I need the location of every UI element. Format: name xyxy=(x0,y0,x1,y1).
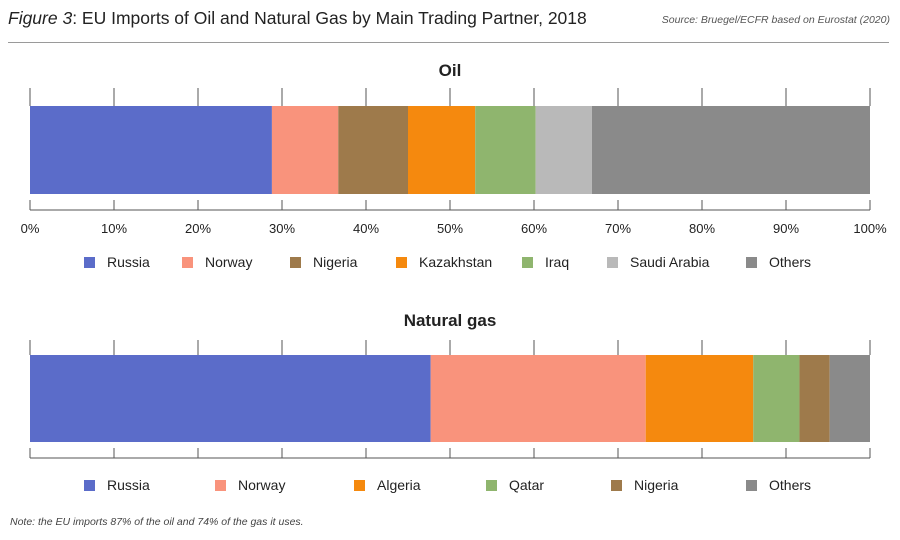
oil-legend-label: Iraq xyxy=(545,254,569,270)
gas-legend-swatch xyxy=(746,480,757,491)
gas-legend-label: Others xyxy=(769,477,811,493)
gas-legend-swatch xyxy=(486,480,497,491)
gas-legend-label: Norway xyxy=(238,477,285,493)
oil-legend-label: Norway xyxy=(205,254,252,270)
gas-legend-swatch xyxy=(84,480,95,491)
oil-tick-label: 40% xyxy=(353,221,379,236)
oil-bar-kazakhstan xyxy=(408,106,476,194)
figure-source: Source: Bruegel/ECFR based on Eurostat (… xyxy=(661,14,890,26)
oil-legend-swatch xyxy=(607,257,618,268)
oil-tick-label: 90% xyxy=(773,221,799,236)
oil-tick-label: 20% xyxy=(185,221,211,236)
oil-bar-nigeria xyxy=(338,106,408,194)
oil-legend-label: Kazakhstan xyxy=(419,254,492,270)
oil-bar-saudi-arabia xyxy=(535,106,592,194)
gas-legend-swatch xyxy=(611,480,622,491)
oil-tick-label: 70% xyxy=(605,221,631,236)
oil-tick-label: 100% xyxy=(853,221,887,236)
oil-tick-label: 30% xyxy=(269,221,295,236)
gas-bar-others xyxy=(829,355,870,442)
gas-legend-swatch xyxy=(354,480,365,491)
figure-title: Figure 3: EU Imports of Oil and Natural … xyxy=(8,8,587,29)
gas-bar-nigeria xyxy=(799,355,830,442)
gas-legend-label: Russia xyxy=(107,477,150,493)
oil-tick-label: 80% xyxy=(689,221,715,236)
figure-label: Figure 3 xyxy=(8,8,73,28)
oil-legend-label: Russia xyxy=(107,254,150,270)
gas-legend-label: Algeria xyxy=(377,477,421,493)
header-divider xyxy=(8,42,889,43)
oil-bar-others xyxy=(591,106,870,194)
oil-bar-iraq xyxy=(475,106,536,194)
oil-legend-swatch xyxy=(746,257,757,268)
oil-tick-label: 50% xyxy=(437,221,463,236)
oil-legend-label: Saudi Arabia xyxy=(630,254,710,270)
figure-title-text: : EU Imports of Oil and Natural Gas by M… xyxy=(72,8,587,28)
gas-bar-norway xyxy=(430,355,646,442)
oil-tick-label: 0% xyxy=(21,221,40,236)
oil-legend-swatch xyxy=(522,257,533,268)
oil-tick-label: 10% xyxy=(101,221,127,236)
figure-header: Figure 3: EU Imports of Oil and Natural … xyxy=(8,6,892,34)
oil-bar-norway xyxy=(271,106,339,194)
gas-legend-label: Qatar xyxy=(509,477,544,493)
oil-legend-label: Others xyxy=(769,254,811,270)
oil-legend-swatch xyxy=(84,257,95,268)
oil-chart-title: Oil xyxy=(439,61,462,80)
oil-tick-label: 60% xyxy=(521,221,547,236)
gas-bar-algeria xyxy=(645,355,754,442)
gas-legend-swatch xyxy=(215,480,226,491)
oil-legend-label: Nigeria xyxy=(313,254,358,270)
gas-bar-qatar xyxy=(753,355,800,442)
gas-chart-title: Natural gas xyxy=(404,311,497,330)
gas-bar-russia xyxy=(30,355,431,442)
oil-legend-swatch xyxy=(182,257,193,268)
oil-legend-swatch xyxy=(396,257,407,268)
oil-legend-swatch xyxy=(290,257,301,268)
gas-legend-label: Nigeria xyxy=(634,477,679,493)
figure-note: Note: the EU imports 87% of the oil and … xyxy=(10,516,304,528)
oil-bar-russia xyxy=(30,106,272,194)
